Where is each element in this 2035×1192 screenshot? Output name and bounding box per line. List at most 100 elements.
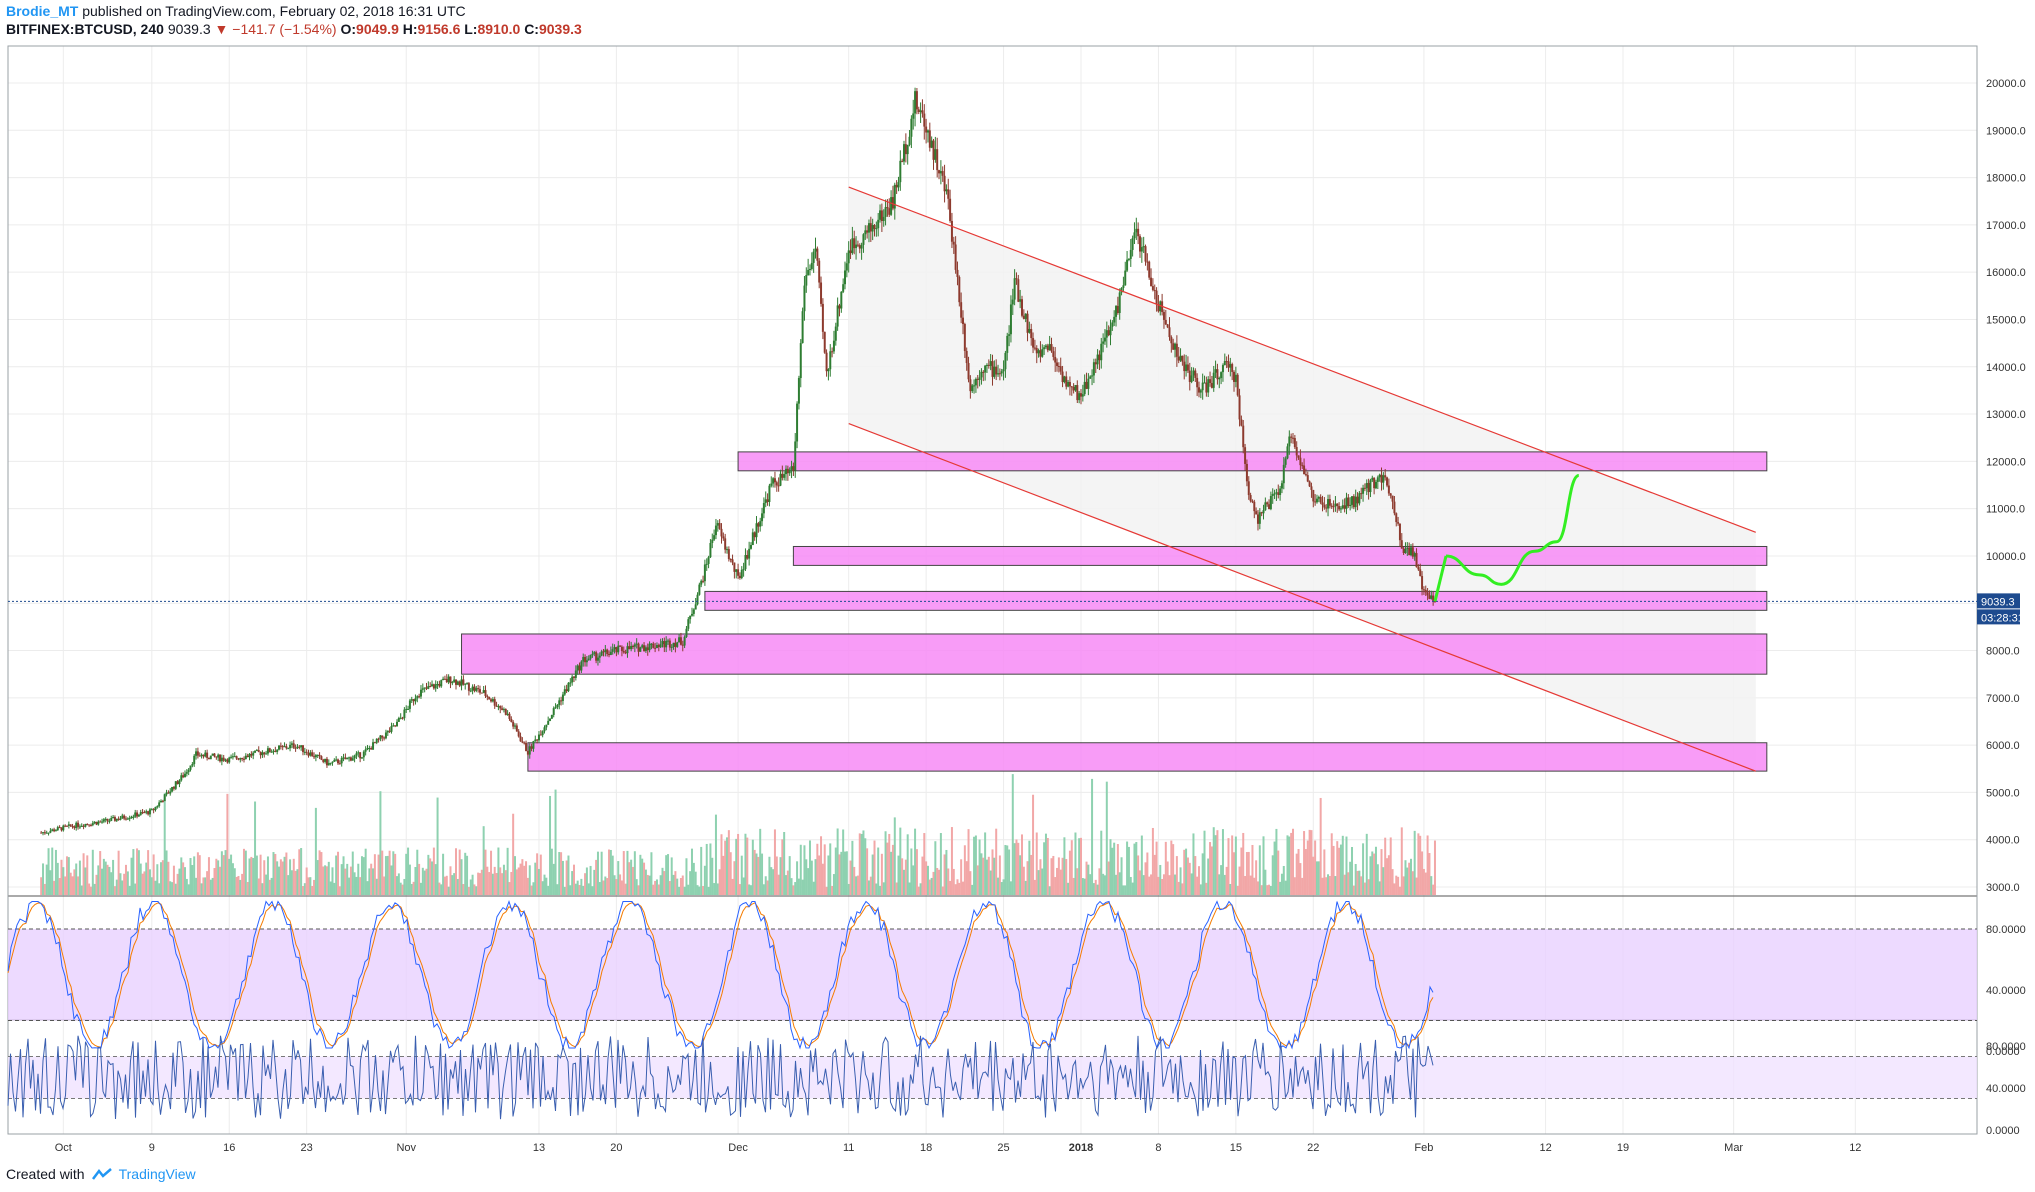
volume-bar — [298, 849, 301, 895]
y-tick-label: 5000.0 — [1986, 787, 2020, 799]
candle-body — [707, 557, 710, 564]
volume-bar — [1299, 863, 1302, 895]
candle-body — [1378, 474, 1381, 478]
volume-bar — [777, 874, 780, 895]
candle-body — [163, 794, 166, 802]
volume-bar — [340, 864, 343, 895]
candle-body — [668, 640, 671, 648]
volume-bar — [353, 872, 356, 895]
candle-body — [43, 832, 46, 834]
volume-bar — [1209, 842, 1212, 895]
tradingview-link[interactable]: TradingView — [118, 1166, 196, 1182]
candle-body — [71, 826, 74, 828]
volume-bar — [324, 865, 327, 895]
volume-bar — [84, 867, 87, 895]
candle-body — [381, 735, 384, 738]
volume-bar — [1175, 856, 1178, 895]
candle-body — [207, 757, 210, 760]
volume-bar — [954, 884, 957, 895]
candle-body — [823, 331, 826, 353]
candle-body — [128, 818, 131, 820]
volume-bar — [499, 867, 502, 895]
volume-bar — [803, 845, 806, 895]
candle-body — [1044, 345, 1047, 348]
volume-bar — [93, 883, 96, 895]
volume-bar — [941, 886, 944, 895]
volume-bar — [517, 867, 520, 895]
candle-body — [353, 755, 356, 759]
volume-bar — [1240, 847, 1243, 895]
volume-bar — [1395, 875, 1398, 895]
candle-body — [1192, 370, 1195, 376]
candle-body — [663, 641, 666, 648]
volume-bar — [1404, 860, 1407, 895]
volume-bar — [960, 859, 963, 895]
projection-path — [1445, 474, 1580, 586]
candle-body — [537, 734, 540, 741]
candle-body — [1231, 364, 1234, 372]
volume-bar — [445, 875, 448, 895]
volume-bar — [1126, 841, 1129, 895]
candle-body — [209, 755, 212, 760]
author-link[interactable]: Brodie_MT — [6, 3, 79, 19]
candle-body — [1347, 497, 1350, 506]
volume-bar — [1365, 833, 1368, 895]
candle-body — [1006, 335, 1009, 353]
candle-body — [322, 759, 325, 762]
volume-bar — [464, 852, 467, 895]
candle-body — [272, 750, 275, 752]
candle-body — [386, 730, 389, 733]
candle-body — [1214, 369, 1217, 373]
candle-body — [217, 754, 220, 758]
volume-bar — [552, 863, 555, 895]
volume-bar — [147, 850, 150, 895]
volume-bar — [901, 858, 904, 895]
volume-bar — [467, 886, 470, 895]
volume-bar — [399, 882, 402, 895]
volume-bar — [1113, 842, 1116, 895]
candle-body — [805, 275, 808, 286]
candle-body — [506, 713, 509, 715]
candle-body — [1354, 496, 1357, 508]
volume-bar — [1138, 870, 1141, 895]
candle-body — [681, 644, 684, 646]
open-value: 9049.9 — [356, 21, 399, 37]
volume-bar — [519, 863, 522, 895]
volume-bar — [449, 866, 452, 895]
volume-bar — [396, 876, 399, 895]
candle-body — [963, 324, 966, 351]
x-tick-label: Nov — [396, 1142, 416, 1154]
volume-bar — [609, 849, 612, 895]
volume-bar — [471, 874, 474, 895]
volume-bar — [685, 858, 688, 895]
volume-bar — [366, 881, 369, 895]
candle-body — [1037, 350, 1040, 354]
candle-body — [851, 238, 854, 254]
candle-body — [458, 681, 461, 686]
candle-body — [589, 654, 592, 659]
candle-body — [1131, 238, 1134, 250]
volume-bar — [984, 832, 987, 895]
volume-bar — [379, 791, 382, 895]
candle-body — [501, 708, 504, 710]
candle-body — [1065, 376, 1068, 387]
countdown-text: 03:28:31 — [1981, 612, 2024, 624]
candle-body — [1275, 492, 1278, 494]
volume-bar — [418, 863, 421, 895]
candle-body — [58, 827, 61, 829]
candle-body — [246, 755, 249, 758]
volume-bar — [281, 861, 284, 895]
volume-bar — [1292, 828, 1295, 895]
candle-body — [172, 786, 175, 789]
volume-bar — [1374, 846, 1377, 895]
candle-body — [580, 661, 583, 671]
volume-bar — [707, 886, 710, 895]
candle-body — [679, 637, 682, 645]
candle-body — [405, 708, 408, 710]
candle-body — [726, 549, 729, 551]
candle-body — [1406, 547, 1409, 550]
candle-body — [1085, 381, 1088, 389]
candle-body — [606, 649, 609, 655]
volume-bar — [1238, 866, 1241, 895]
